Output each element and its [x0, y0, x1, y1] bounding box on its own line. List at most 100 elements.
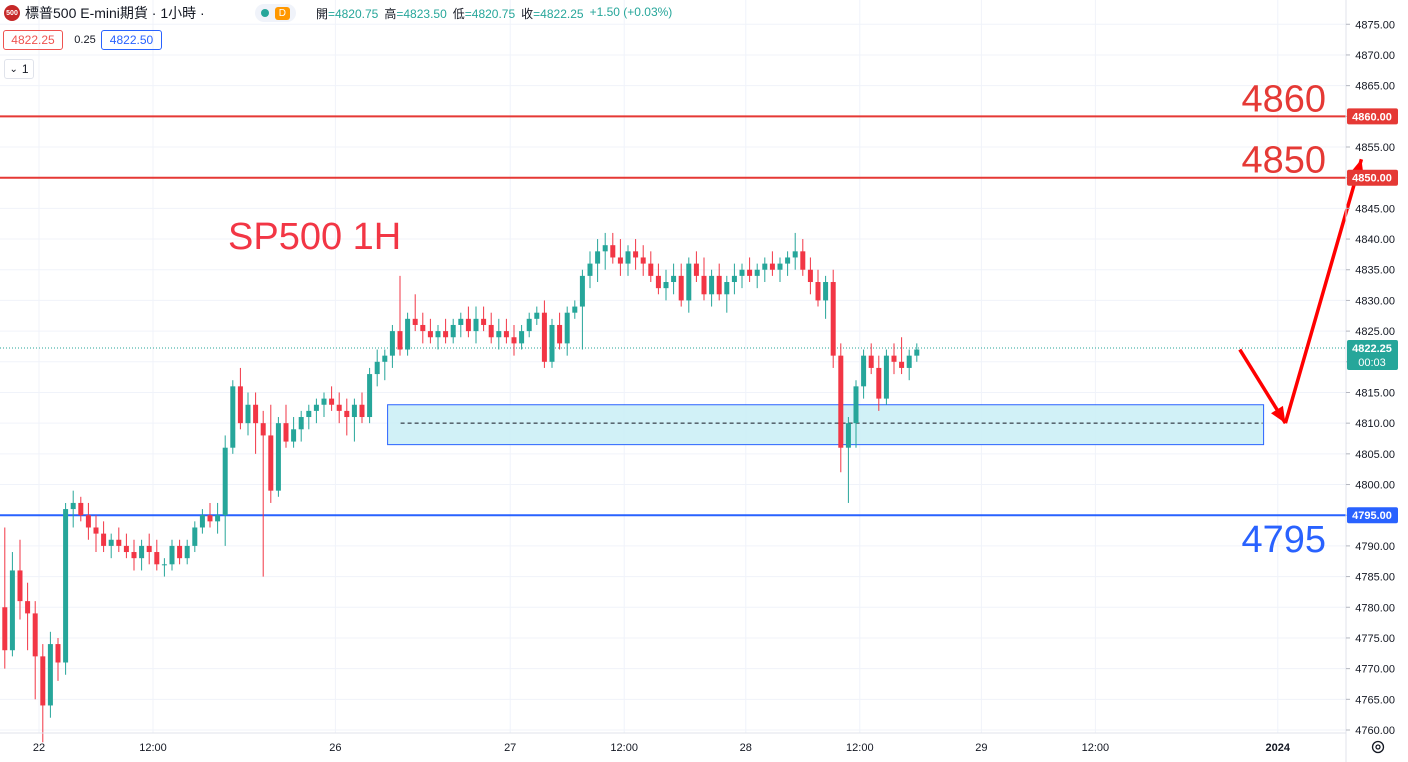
support-zone	[387, 404, 1265, 446]
candle-body	[9, 570, 15, 651]
x-tick-label: 27	[504, 742, 516, 754]
candle-body	[131, 552, 137, 559]
countdown-label: 00:03	[1358, 357, 1386, 369]
candle-body	[807, 269, 813, 283]
candle-body	[336, 404, 342, 411]
candle-body	[450, 324, 456, 338]
candle-body	[709, 275, 715, 295]
candle-body	[891, 355, 897, 362]
y-tick-label: 4805.00	[1355, 449, 1395, 461]
candle-body	[283, 423, 289, 442]
market-status[interactable]: D	[254, 4, 296, 22]
candle-body	[55, 644, 61, 663]
candle-body	[412, 318, 418, 325]
price-axis[interactable]: 4760.00 4765.00 4770.00 4775.00 4780.00 4785.…	[1346, 19, 1395, 737]
candle-body	[899, 361, 905, 368]
sell-button[interactable]: 4822.25	[3, 30, 63, 50]
candle-body	[876, 367, 882, 399]
indicator-legend-toggle[interactable]: ⌄ 1	[4, 59, 34, 79]
y-tick-label: 4855.00	[1355, 142, 1395, 154]
candle-body	[595, 251, 601, 264]
ohlc-close: 收=4822.25	[521, 6, 584, 21]
candle-body	[298, 417, 304, 430]
candle-body	[557, 324, 563, 344]
candle-body	[648, 263, 654, 276]
y-tick-label: 4760.00	[1355, 725, 1395, 737]
last-price-badge	[1347, 339, 1398, 370]
level-annotation: 4860	[1241, 78, 1326, 120]
x-tick-label: 12:00	[1082, 742, 1110, 754]
candle-body	[25, 601, 31, 614]
symbol-title[interactable]: 標普500 E-mini期貨 · 1小時 ·	[25, 5, 205, 21]
candle-body	[617, 257, 623, 264]
candle-body	[47, 644, 53, 706]
candle-body	[800, 251, 806, 270]
y-tick-label: 4780.00	[1355, 602, 1395, 614]
candle-body	[731, 275, 737, 283]
candle-body	[762, 263, 768, 270]
chart-header: 500 標普500 E-mini期貨 · 1小時 · D 開=4820.75 高…	[0, 0, 672, 26]
candle-body	[382, 355, 388, 362]
candle-body	[579, 275, 585, 307]
price-axis-badges: 4860.00 4850.00 4795.00 4822.25 00:03	[1347, 108, 1398, 524]
annotations-layer: SP500 1H 4860 4850 4795	[228, 78, 1326, 561]
candle-body	[116, 539, 122, 546]
candle-body	[481, 318, 487, 325]
candle-body	[108, 539, 114, 546]
y-tick-label: 4775.00	[1355, 633, 1395, 645]
buy-button[interactable]: 4822.50	[101, 30, 162, 50]
candle-body	[169, 545, 175, 565]
candle-body	[724, 282, 730, 295]
candle-body	[458, 318, 464, 325]
arrows-layer	[1238, 158, 1364, 425]
candle-body	[237, 386, 243, 424]
y-tick-label: 4840.00	[1355, 234, 1395, 246]
ohlc-open: 開=4820.75	[315, 6, 379, 21]
level-annotation: 4850	[1241, 140, 1326, 182]
candle-body	[693, 263, 699, 276]
candle-body	[161, 564, 167, 566]
candle-body	[154, 552, 160, 565]
x-tick-label: 12:00	[139, 742, 167, 754]
candle-body	[427, 331, 433, 338]
candle-body	[747, 269, 753, 276]
candle-body	[70, 502, 76, 510]
candle-body	[549, 324, 555, 362]
candle-body	[815, 282, 821, 301]
candle-body	[465, 318, 471, 332]
candle-body	[63, 509, 69, 663]
candle-body	[443, 331, 449, 338]
y-tick-label: 4875.00	[1355, 19, 1395, 31]
x-tick-label: 2024	[1266, 742, 1291, 754]
candle-body	[541, 312, 547, 362]
candle-body	[32, 613, 38, 657]
candle-body	[838, 355, 844, 448]
candle-body	[260, 423, 266, 436]
candle-body	[663, 282, 669, 289]
candle-body	[367, 374, 373, 418]
candle-body	[754, 269, 760, 276]
level-badge	[1347, 108, 1398, 125]
y-tick-label: 4790.00	[1355, 541, 1395, 553]
x-tick-label: 29	[975, 742, 987, 754]
y-tick-label: 4765.00	[1355, 694, 1395, 706]
candle-body	[914, 349, 920, 356]
data-delay-badge: D	[274, 6, 290, 20]
candle-body	[435, 331, 441, 338]
candle-body	[351, 404, 357, 418]
candle-body	[123, 545, 129, 553]
candle-body	[291, 429, 297, 442]
x-tick-label: 12:00	[846, 742, 874, 754]
candle-body	[488, 324, 494, 338]
candle-body	[146, 545, 152, 553]
ohlc-high: 高=4823.50	[384, 6, 447, 21]
candle-body	[405, 318, 411, 350]
level-badge-label: 4795.00	[1352, 510, 1392, 522]
gear-icon[interactable]	[1370, 739, 1386, 755]
y-tick-label: 4825.00	[1355, 326, 1395, 338]
candle-body	[868, 355, 874, 368]
candle-body	[785, 257, 791, 264]
ohlc-low: 低=4820.75	[452, 6, 516, 21]
